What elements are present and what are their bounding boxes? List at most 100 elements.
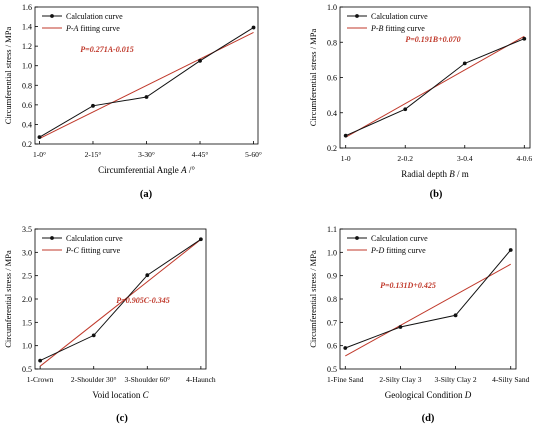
x-tick-label: 1-Fine Sand bbox=[327, 375, 364, 384]
y-tick-label: 0.6 bbox=[327, 342, 337, 351]
data-point bbox=[145, 273, 150, 278]
fit-line bbox=[345, 263, 511, 357]
legend-fit-text: fitting curve bbox=[78, 24, 120, 33]
calculation-curve bbox=[39, 238, 202, 362]
x-tick-label: 3-0.4 bbox=[457, 154, 473, 163]
x-axis-label-variable: A bbox=[180, 165, 187, 175]
data-point bbox=[91, 333, 96, 338]
y-tick-label: 0.6 bbox=[327, 74, 337, 83]
legend-fit-label: P-D fitting curve bbox=[370, 246, 426, 255]
legend-calc-marker bbox=[50, 14, 54, 18]
x-axis-label-unit: / m bbox=[455, 169, 469, 179]
x-axis-label-unit: /° bbox=[187, 165, 196, 175]
legend-calc-label: Calculation curve bbox=[66, 234, 123, 243]
x-axis-label-main: Geological Condition bbox=[385, 390, 465, 400]
fit-equation: P=0.271A-0.015 bbox=[80, 45, 133, 54]
panel-label: (b) bbox=[430, 189, 443, 200]
legend-fit-label: P-B fitting curve bbox=[370, 24, 425, 33]
legend-calc-marker bbox=[355, 14, 359, 18]
y-tick-label: 0.8 bbox=[22, 81, 32, 90]
x-tick-label: 4-Silty Sand bbox=[492, 375, 530, 384]
data-point bbox=[144, 95, 149, 99]
chart-panel-d: 0.5 0.6 0.7 0.8 0.9 1.0 1.1 1-Fine Sand 2-Silty … bbox=[308, 225, 530, 424]
y-tick-label: 2.5 bbox=[22, 272, 32, 281]
y-tick-label: 0.9 bbox=[327, 272, 337, 281]
panel-label: (c) bbox=[116, 413, 128, 424]
fit-equation: P=0.905C-0.345 bbox=[116, 296, 169, 305]
y-tick-label: 0.7 bbox=[327, 318, 337, 327]
data-point bbox=[343, 133, 348, 138]
chart-panel-a: 0.2 0.4 0.6 0.8 1.0 1.2 1.4 1.6 1-0° 2-15° 3-30° 4-… bbox=[3, 3, 262, 200]
legend-fit-text: fitting curve bbox=[384, 246, 426, 255]
y-axis-label: Circumferential stress / MPa bbox=[3, 27, 13, 125]
y-tick-label: 1.0 bbox=[22, 62, 32, 71]
data-point bbox=[453, 313, 458, 318]
y-tick-label: 1.1 bbox=[327, 225, 337, 234]
x-tick-label: 3-Shoulder 60° bbox=[124, 375, 170, 384]
y-tick-label: 0.4 bbox=[327, 109, 337, 118]
data-point bbox=[508, 248, 513, 252]
x-axis-label: Circumferential Angle A /° bbox=[98, 165, 195, 175]
fit-line bbox=[39, 239, 202, 367]
y-axis-label: Circumferential stress / MPa bbox=[3, 250, 13, 348]
y-axis-label: Circumferential stress / MPa bbox=[308, 29, 318, 127]
y-tick-label: 2.0 bbox=[22, 295, 32, 304]
legend-calc-marker bbox=[355, 236, 359, 240]
y-tick-label: 1.0 bbox=[327, 248, 337, 257]
x-tick-label: 1-0 bbox=[341, 154, 351, 163]
legend-fit-label: P-A fitting curve bbox=[65, 24, 120, 33]
x-tick-label: 1-Crown bbox=[27, 375, 54, 384]
fit-equation: P=0.191B+0.070 bbox=[405, 35, 460, 44]
x-tick-label: 4-0.6 bbox=[516, 154, 532, 163]
legend-fit-variable: P-C bbox=[65, 246, 80, 255]
x-axis-label-main: Void location bbox=[92, 390, 142, 400]
x-tick-label: 2-0.2 bbox=[397, 154, 413, 163]
fit-equation: P=0.131D+0.425 bbox=[380, 281, 436, 290]
data-point bbox=[522, 36, 527, 41]
calculation-curve bbox=[345, 38, 525, 137]
y-tick-label: 1.5 bbox=[22, 318, 32, 327]
legend-fit-variable: P-A bbox=[65, 24, 79, 33]
x-axis-label-variable: D bbox=[464, 390, 472, 400]
x-tick-label: 5-60° bbox=[245, 150, 262, 159]
y-axis-label: Circumferential stress / MPa bbox=[308, 250, 318, 348]
x-tick-label: 3-Silty Clay 2 bbox=[435, 375, 477, 384]
y-tick-label: 0.8 bbox=[327, 295, 337, 304]
y-tick-label: 0.2 bbox=[22, 140, 32, 149]
data-point bbox=[343, 346, 348, 350]
x-tick-label: 4-45° bbox=[192, 150, 209, 159]
data-point bbox=[198, 58, 202, 63]
y-tick-label: 1.4 bbox=[22, 23, 32, 32]
data-point bbox=[462, 61, 467, 66]
x-axis-label: Radial depth B / m bbox=[401, 169, 469, 179]
plot-frame bbox=[339, 6, 531, 149]
data-point bbox=[37, 135, 42, 140]
y-tick-label: 1.0 bbox=[327, 3, 337, 12]
fit-line bbox=[39, 31, 254, 139]
legend-fit-variable: P-B bbox=[370, 24, 384, 33]
y-tick-label: 1.6 bbox=[22, 3, 32, 12]
legend-fit-text: fitting curve bbox=[383, 24, 425, 33]
x-tick-label: 2-15° bbox=[85, 150, 102, 159]
x-axis-label: Void location C bbox=[92, 390, 149, 400]
data-point bbox=[251, 25, 256, 30]
data-point bbox=[38, 358, 43, 363]
legend-fit-label: P-C fitting curve bbox=[65, 246, 121, 255]
x-axis-label: Geological Condition D bbox=[385, 390, 472, 400]
data-point bbox=[398, 325, 403, 329]
data-point bbox=[91, 103, 95, 108]
calculation-curve bbox=[345, 249, 512, 349]
y-tick-label: 3.5 bbox=[22, 225, 32, 234]
x-tick-label: 1-0° bbox=[33, 150, 46, 159]
legend-calc-label: Calculation curve bbox=[66, 12, 123, 21]
legend-fit-text: fitting curve bbox=[79, 246, 121, 255]
y-tick-label: 1.0 bbox=[22, 342, 32, 351]
y-tick-label: 0.5 bbox=[327, 365, 337, 374]
y-tick-label: 0.6 bbox=[22, 101, 32, 110]
x-axis-label-variable: B bbox=[449, 169, 455, 179]
data-point bbox=[403, 107, 408, 112]
x-axis-label-main: Radial depth bbox=[401, 169, 449, 179]
legend-calc-label: Calculation curve bbox=[371, 12, 428, 21]
y-tick-label: 1.2 bbox=[22, 42, 32, 51]
